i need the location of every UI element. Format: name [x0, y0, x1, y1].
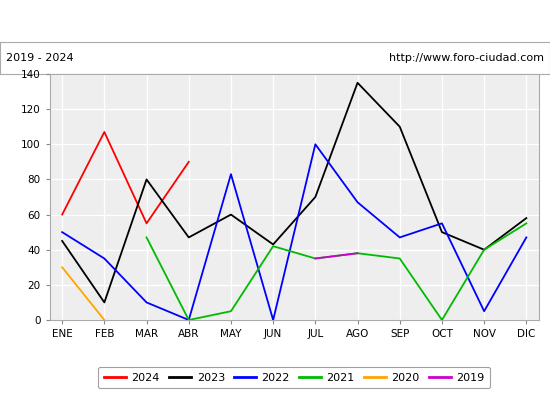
Legend: 2024, 2023, 2022, 2021, 2020, 2019: 2024, 2023, 2022, 2021, 2020, 2019: [98, 367, 490, 388]
Text: Evolucion Nº Turistas Extranjeros en el municipio de Rus: Evolucion Nº Turistas Extranjeros en el …: [41, 14, 509, 28]
Text: 2019 - 2024: 2019 - 2024: [6, 53, 73, 63]
Text: http://www.foro-ciudad.com: http://www.foro-ciudad.com: [389, 53, 544, 63]
